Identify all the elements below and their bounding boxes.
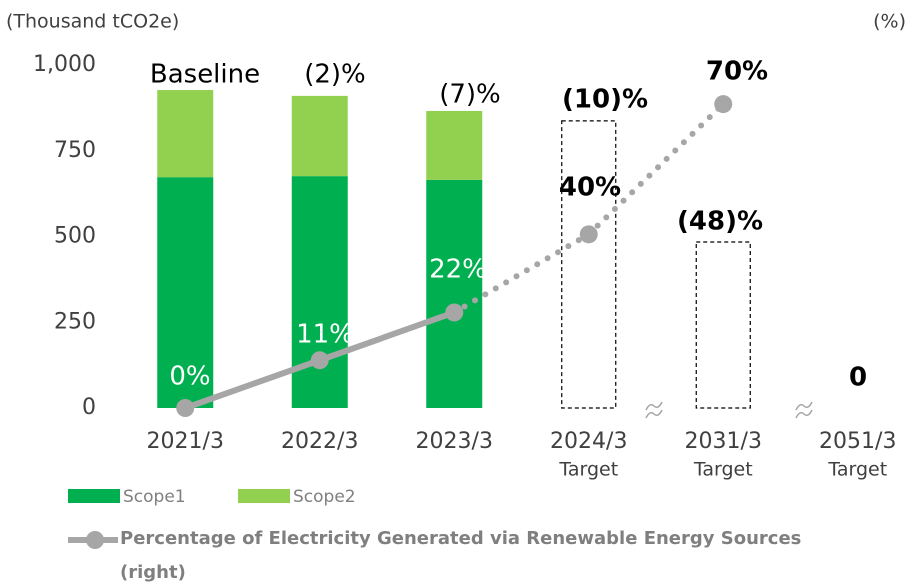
legend-label: Scope1 (123, 487, 186, 507)
bar-segment (291, 95, 348, 177)
bar-label: (2)% (304, 60, 366, 90)
bar-segment (426, 179, 483, 408)
x-tick-label: 2023/3 (416, 429, 493, 454)
line-value-label: 40% (559, 173, 621, 203)
line-value-label: 22% (429, 255, 487, 285)
line-marker (714, 95, 733, 114)
line-value-label: 0% (169, 362, 210, 392)
line-marker (176, 399, 195, 417)
bar-label: (10)% (562, 85, 648, 115)
line-value-label: 11% (296, 320, 354, 350)
x-tick-label: 2021/3 (147, 429, 224, 454)
y-tick-label: 500 (54, 224, 96, 249)
legend-label: Percentage of Electricity Generated via … (120, 528, 802, 583)
line-marker (445, 303, 464, 322)
bar-label: Baseline (150, 60, 260, 90)
x-tick-label: 2022/3 (281, 429, 358, 454)
x-tick-sublabel: Target (693, 459, 753, 481)
y2-axis-label: (%) (873, 11, 906, 33)
bar-segment (291, 176, 348, 408)
bar-segment (157, 90, 214, 178)
y-tick-label: 750 (54, 138, 96, 163)
bar-label: 0 (849, 363, 867, 393)
target-bar (695, 241, 751, 409)
y-axis-label: (Thousand tCO2e) (6, 11, 179, 33)
x-tick-label: 2051/3 (819, 429, 896, 454)
line-marker (310, 351, 329, 370)
x-tick-sublabel: Target (558, 459, 618, 481)
y-tick-label: 0 (82, 395, 96, 420)
x-tick-sublabel: Target (827, 459, 887, 481)
x-tick-label: 2031/3 (685, 429, 762, 454)
line-marker (579, 225, 598, 244)
legend-label: Scope2 (293, 487, 356, 507)
legend-swatch (238, 489, 290, 503)
target-bar (561, 120, 617, 409)
y-tick-label: 1,000 (33, 52, 96, 77)
bar-segment (426, 110, 483, 180)
y-tick-label: 250 (54, 309, 96, 334)
line-value-label: 70% (706, 57, 768, 87)
x-tick-label: 2024/3 (550, 429, 627, 454)
bar-segment (157, 177, 214, 408)
bar-label: (7)% (439, 80, 501, 110)
legend-marker (86, 531, 104, 549)
legend-swatch (68, 489, 120, 503)
axis-break (645, 401, 813, 419)
legend-line-label-box: Percentage of Electricity Generated via … (120, 528, 802, 583)
bar-label: (48)% (677, 207, 763, 237)
